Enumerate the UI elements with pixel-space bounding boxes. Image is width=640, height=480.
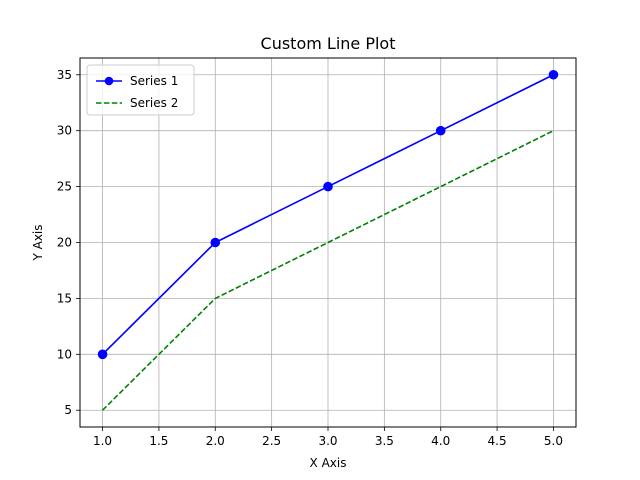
- legend-marker-1: [104, 76, 114, 86]
- y-tick-label: 15: [57, 291, 72, 305]
- x-tick-label: 3.0: [318, 434, 337, 448]
- x-tick-label: 3.5: [375, 434, 394, 448]
- series-layer: [97, 69, 559, 411]
- chart-title: Custom Line Plot: [261, 34, 396, 53]
- y-tick-label: 20: [57, 236, 72, 250]
- legend: Series 1 Series 2: [86, 64, 195, 116]
- x-tick-label: 2.0: [206, 434, 225, 448]
- series-1-point: [97, 349, 108, 360]
- x-tick-label: 4.0: [431, 434, 450, 448]
- legend-label-1: Series 1: [130, 74, 178, 88]
- series-1-point: [548, 69, 559, 80]
- series-1-point: [210, 237, 221, 248]
- y-tick-label: 25: [57, 180, 72, 194]
- series-1-point: [435, 125, 446, 136]
- y-axis-label: Y Axis: [31, 224, 45, 261]
- x-tick-label: 4.5: [488, 434, 507, 448]
- legend-label-2: Series 2: [130, 96, 178, 110]
- x-tick-label: 5.0: [544, 434, 563, 448]
- series-1-point: [323, 181, 333, 192]
- series-line-2: [101, 129, 554, 411]
- y-tick-label: 30: [57, 124, 72, 138]
- y-tick-label: 35: [57, 68, 72, 82]
- y-tick-label: 10: [57, 347, 72, 361]
- x-tick-label: 1.5: [149, 434, 168, 448]
- x-tick-label: 1.0: [93, 434, 112, 448]
- x-tick-label: 2.5: [262, 434, 281, 448]
- y-ticks: 5 10 15 20 25 30 35: [57, 68, 80, 417]
- x-axis-label: X Axis: [310, 456, 347, 470]
- y-tick-label: 5: [64, 403, 72, 417]
- x-ticks: 1.0 1.5 2.0 2.5 3.0 3.5 4.0 4.5 5.0: [93, 427, 563, 448]
